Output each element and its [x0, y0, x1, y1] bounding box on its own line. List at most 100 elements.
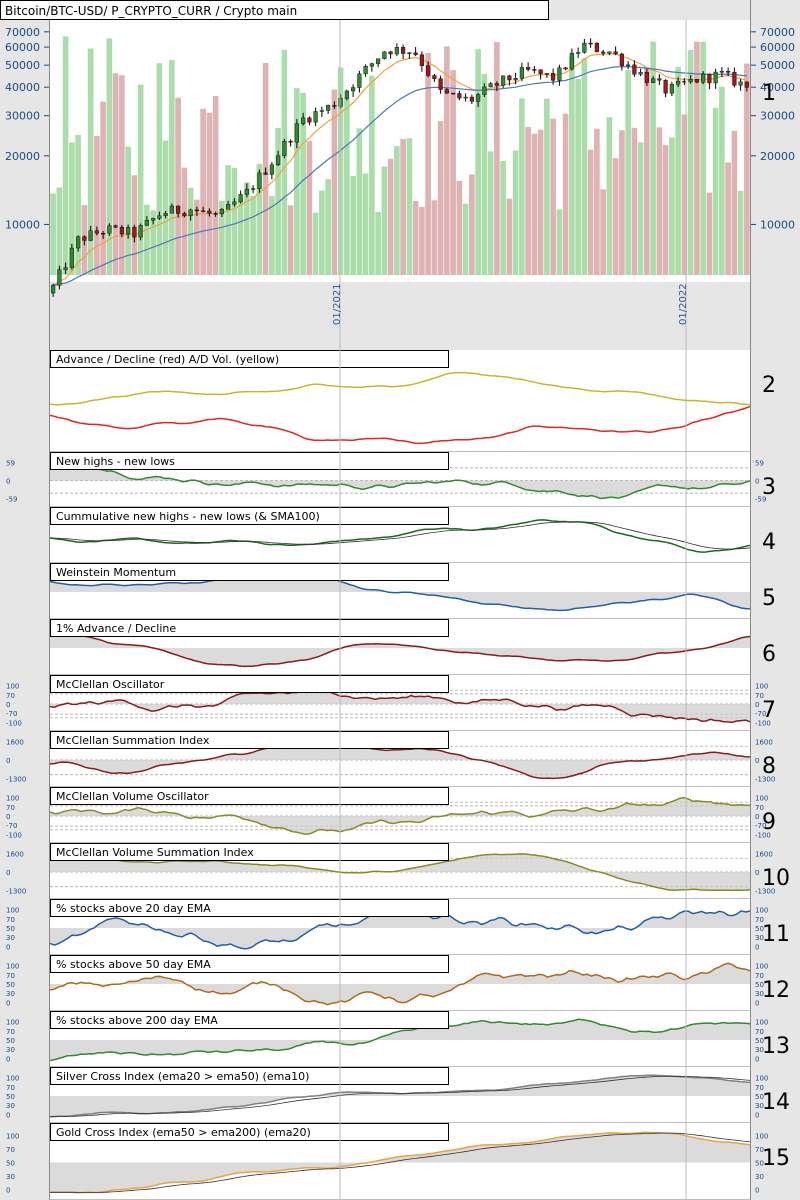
- indicator-panel-4[interactable]: Cummulative new highs - new lows (& SMA1…: [49, 507, 776, 564]
- panel-tick-left: 0: [6, 869, 10, 877]
- candle-body: [463, 96, 468, 99]
- volume-bar: [250, 195, 256, 275]
- panel-series-line: [49, 461, 751, 500]
- candle-body: [294, 123, 299, 143]
- volume-bar: [344, 97, 350, 275]
- volume-bar: [650, 41, 656, 275]
- indicator-panel-6[interactable]: 1% Advance / Decline 6: [49, 619, 776, 676]
- volume-bar: [550, 118, 556, 276]
- indicator-panel-14[interactable]: Silver Cross Index (ema20 > ema50) (ema1…: [6, 1067, 790, 1124]
- candle-body: [669, 83, 674, 94]
- main-price-chart[interactable]: 70000 70000 60000 60000 50000 50000 40000 40000…: [5, 26, 795, 297]
- panel-tick-right: 100: [755, 795, 768, 803]
- candle-body: [501, 75, 506, 86]
- panel-tick-left: 0: [6, 1186, 10, 1194]
- volume-bar: [275, 127, 281, 275]
- volume-bar: [400, 138, 406, 275]
- volume-bar: [112, 73, 119, 275]
- indicator-panel-2[interactable]: Advance / Decline (red) A/D Vol. (yellow…: [49, 350, 776, 453]
- volume-bar: [194, 199, 200, 275]
- panel-tick-left: 70: [6, 1028, 15, 1036]
- indicator-panels: Advance / Decline (red) A/D Vol. (yellow…: [6, 350, 790, 1200]
- candle-body: [538, 69, 543, 75]
- y-tick-right: 50000: [760, 59, 795, 72]
- panel-title: McClellan Volume Summation Index: [56, 846, 254, 859]
- y-tick-left: 50000: [5, 59, 40, 72]
- candle-body: [601, 51, 606, 54]
- indicator-panel-3[interactable]: New highs - new lows 3 59 59 0 0 -59 -59: [6, 452, 776, 508]
- panel-tick-left: 100: [6, 907, 19, 915]
- candle-body: [407, 52, 412, 54]
- panel-tick-left: 1600: [6, 851, 24, 859]
- panel-title-box: [50, 452, 449, 470]
- ad-line: [49, 405, 751, 445]
- candle-body: [76, 236, 81, 249]
- panel-tick-right: 0: [755, 943, 759, 951]
- volume-bar: [69, 142, 75, 275]
- candle-body: [232, 201, 237, 205]
- indicator-panel-8[interactable]: McClellan Summation Index 8 1600 1600 0 0 -130…: [6, 731, 776, 788]
- y-tick-left: 20000: [5, 150, 40, 163]
- panel-tick-left: -1300: [6, 887, 26, 895]
- panel-series-line: [49, 796, 751, 836]
- candle-body: [313, 111, 318, 123]
- volume-bar: [606, 117, 613, 275]
- indicator-panel-5[interactable]: Weinstein Momentum 5: [49, 563, 776, 620]
- panel-number: 12: [762, 978, 790, 1003]
- candle-body: [376, 58, 381, 64]
- candle-body: [644, 72, 649, 83]
- candle-body: [357, 73, 362, 88]
- volume-bar: [644, 67, 650, 275]
- panel-series-line: [49, 572, 751, 612]
- indicator-panel-15[interactable]: Gold Cross Index (ema50 > ema200) (ema20…: [6, 1123, 790, 1200]
- panel-tick-right: -100: [755, 719, 771, 727]
- panel-title-box: [50, 1123, 449, 1141]
- panel-tick-right: 30: [755, 1173, 764, 1181]
- candle-body: [594, 42, 599, 53]
- panel-tick-right: 0: [755, 1055, 759, 1063]
- panel-title: Advance / Decline (red) A/D Vol. (yellow…: [56, 353, 279, 366]
- panel-area-fill: [50, 797, 750, 835]
- volume-bar: [331, 89, 338, 276]
- panel-tick-right: 30: [755, 934, 764, 942]
- panel-tick-right: 0: [755, 869, 759, 877]
- candle-body: [513, 78, 518, 81]
- candle-body: [738, 81, 743, 86]
- candle-body: [451, 92, 456, 95]
- panel-tick-left: 70: [6, 972, 15, 980]
- panel-title-box: [50, 350, 449, 368]
- indicator-panel-10[interactable]: McClellan Volume Summation Index 10 1600 16…: [6, 843, 790, 900]
- candle-body: [94, 230, 99, 234]
- volume-bar: [481, 74, 488, 275]
- candle-body: [576, 52, 581, 54]
- candle-body: [457, 93, 462, 99]
- panel-title: New highs - new lows: [56, 455, 175, 468]
- panel-tick-left: 0: [6, 813, 10, 821]
- panel-tick-left: 0: [6, 1111, 10, 1119]
- x-tick-label-2021: 01/2021: [332, 283, 343, 325]
- x-tick-label-2022: 01/2022: [678, 283, 689, 325]
- panel-average-line: [50, 1075, 751, 1118]
- candle-body: [332, 105, 337, 107]
- candle-body: [326, 105, 331, 111]
- ema-long-line: [52, 66, 747, 286]
- panel-tick-left: 70: [6, 916, 15, 924]
- candle-body: [119, 227, 124, 235]
- ad-volume-line: [49, 371, 751, 406]
- panel-tick-right: 0: [755, 701, 759, 709]
- volume-bar: [369, 75, 375, 276]
- y-tick-left: 60000: [5, 41, 40, 54]
- candle-body: [344, 90, 349, 99]
- panel-tick-left: -59: [6, 496, 17, 504]
- panel-number: 6: [762, 642, 776, 667]
- volume-bar: [575, 78, 581, 275]
- panel-tick-right: -100: [755, 831, 771, 839]
- candle-body: [444, 89, 449, 94]
- y-tick-right: 10000: [760, 218, 795, 231]
- panel-area-fill: [50, 1019, 750, 1061]
